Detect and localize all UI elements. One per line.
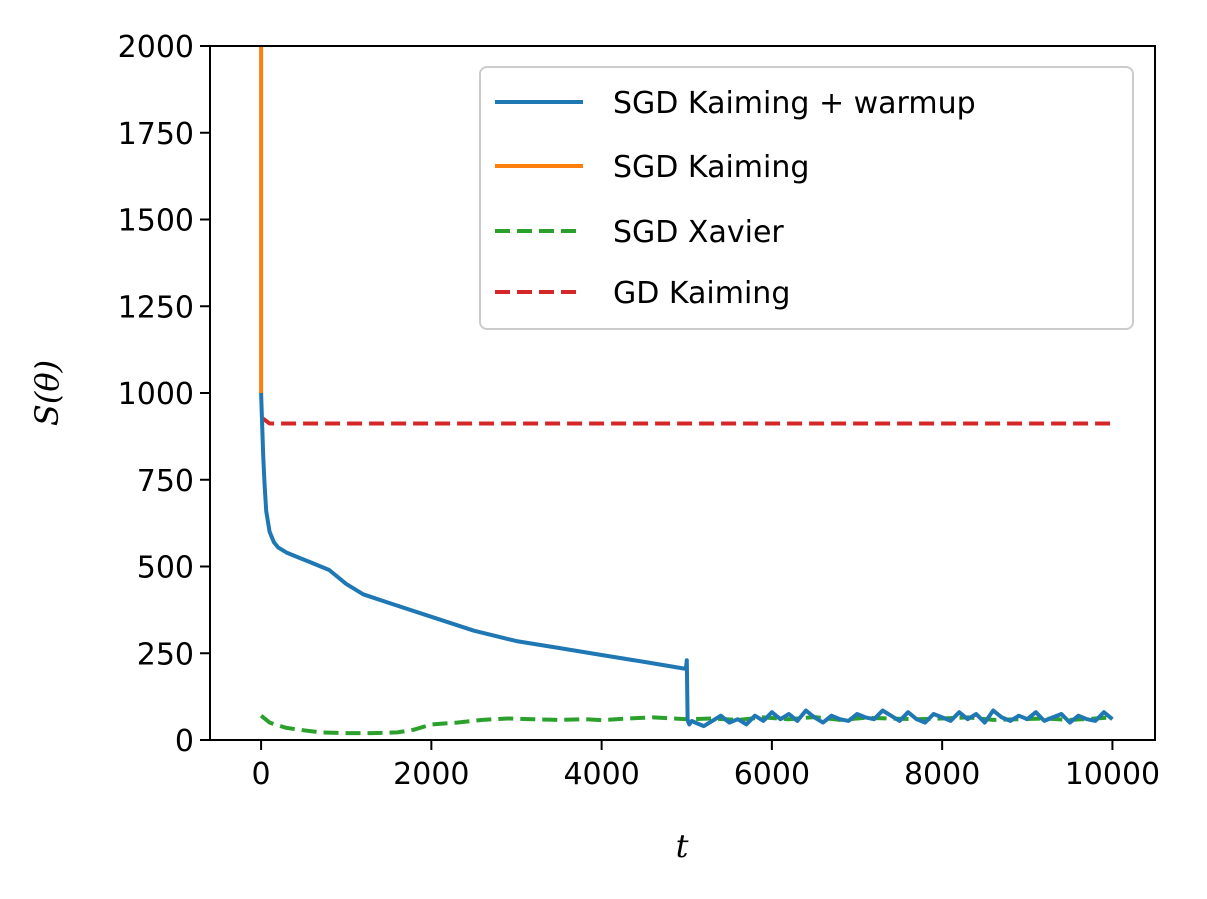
legend-label-gd-kaiming: GD Kaiming xyxy=(613,276,790,311)
series-line-gd-kaiming xyxy=(259,415,1113,426)
x-tick-label: 4000 xyxy=(563,757,639,792)
y-tick-label: 250 xyxy=(137,637,194,672)
series-line-sgd-kaiming-warmup xyxy=(259,392,1114,729)
x-tick-label: 8000 xyxy=(904,757,980,792)
y-tick-label: 1250 xyxy=(118,290,194,325)
y-tick-label: 1500 xyxy=(118,204,194,239)
x-tick-label: 10000 xyxy=(1065,757,1160,792)
x-axis: 0 2000 4000 6000 8000 10000 xyxy=(252,740,1160,792)
x-tick-label: 6000 xyxy=(734,757,810,792)
y-axis: 0 250 500 750 1000 1250 1500 1750 2000 xyxy=(118,30,210,759)
legend-label-sgd-xavier: SGD Xavier xyxy=(613,215,784,250)
x-axis-label: t xyxy=(676,827,689,865)
legend-label-sgd-kaiming-warmup: SGD Kaiming + warmup xyxy=(613,86,976,121)
y-axis-label: S(θ) xyxy=(28,360,66,426)
y-tick-label: 1000 xyxy=(118,377,194,412)
legend-label-sgd-kaiming: SGD Kaiming xyxy=(613,150,809,185)
legend: SGD Kaiming + warmup SGD Kaiming SGD Xav… xyxy=(479,66,1134,330)
x-tick-label: 0 xyxy=(252,757,271,792)
y-tick-label: 2000 xyxy=(118,30,194,65)
y-tick-label: 500 xyxy=(137,551,194,586)
legend-box xyxy=(479,66,1134,330)
y-tick-label: 1750 xyxy=(118,117,194,152)
y-tick-label: 0 xyxy=(175,724,194,759)
x-tick-label: 2000 xyxy=(393,757,469,792)
series-layer xyxy=(259,46,1114,736)
y-tick-label: 750 xyxy=(137,464,194,499)
